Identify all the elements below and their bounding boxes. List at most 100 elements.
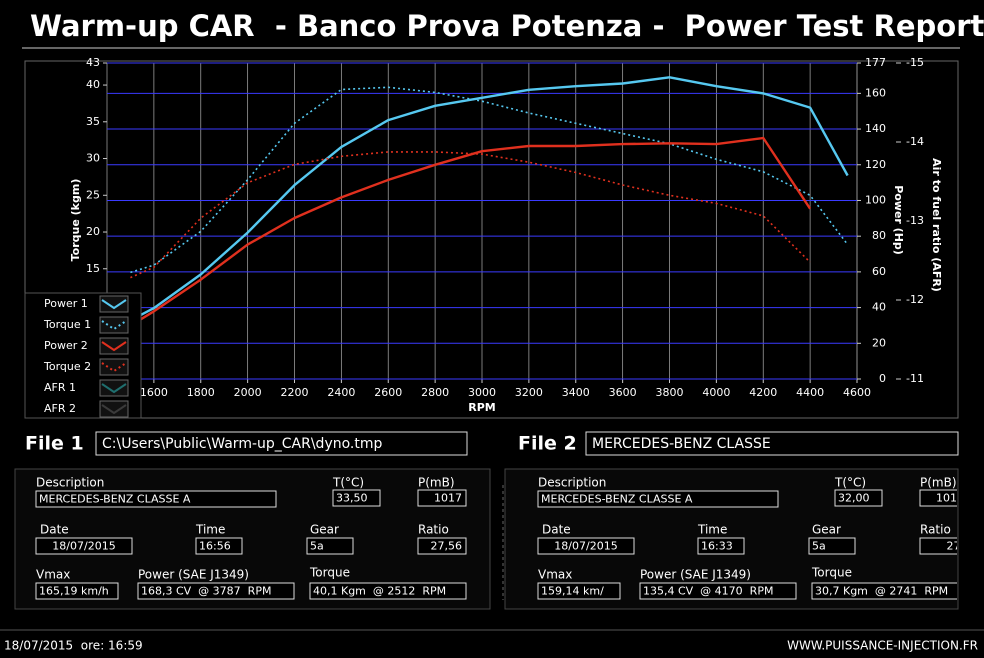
legend-label: Power 1 <box>44 297 88 310</box>
y3-tick-label: -14 <box>906 135 924 148</box>
x-tick-label: 3000 <box>468 386 496 399</box>
field-label: Time <box>195 523 225 537</box>
field-value: 18/07/2015 <box>52 540 115 553</box>
y2-axis-label: Power (Hp) <box>892 185 905 255</box>
files: File 1 C:\Users\Public\Warm-up_CAR\dyno.t… <box>25 431 959 456</box>
field-box <box>417 537 467 555</box>
file-label: File 2 <box>518 433 577 455</box>
field-value: 32,00 <box>838 492 870 505</box>
y2-tick-label: 40 <box>872 301 886 314</box>
legend-glyph <box>101 404 127 415</box>
field-label: Description <box>538 476 606 490</box>
y3-axis-label: Air to fuel ratio (AFR) <box>930 158 943 292</box>
field-label: T(°C) <box>834 476 866 490</box>
x-tick-label: 3400 <box>562 386 590 399</box>
field-label: Gear <box>812 523 841 537</box>
x-tick-label: 1600 <box>140 386 168 399</box>
field-label: Torque <box>309 566 350 580</box>
y-axis-label: Torque (kgm) <box>69 179 82 262</box>
x-tick-label: 3200 <box>515 386 543 399</box>
legend-glyph <box>101 299 127 310</box>
field-label: Vmax <box>36 568 70 582</box>
field-value: 30,7 Kgm @ 2741 RPM <box>815 585 948 598</box>
field-label: Power (SAE J1349) <box>138 568 249 582</box>
field-box <box>195 537 243 555</box>
field-value: 1017 <box>434 492 462 505</box>
y2-tick-label: 60 <box>872 265 886 278</box>
x-tick-label: 2800 <box>421 386 449 399</box>
field-box <box>35 582 119 600</box>
legend-swatch <box>99 295 129 313</box>
legend-swatch <box>99 316 129 334</box>
x-tick-label: 4000 <box>702 386 730 399</box>
field-label: Torque <box>811 566 852 580</box>
field-value: 5a <box>812 540 826 553</box>
legend-swatch <box>99 358 129 376</box>
field-label: Description <box>36 476 104 490</box>
y3-tick-label: -11 <box>906 372 924 385</box>
field-value: 135,4 CV @ 4170 RPM <box>643 585 773 598</box>
field-box <box>332 489 381 507</box>
legend-label: Torque 2 <box>43 360 91 373</box>
legend-swatch <box>99 337 129 355</box>
field-label: Ratio <box>418 523 449 537</box>
field-value: 40,1 Kgm @ 2512 RPM <box>313 585 446 598</box>
field-box <box>639 582 797 600</box>
field-value: 168,3 CV @ 3787 RPM <box>141 585 271 598</box>
chart: 1600 1800 2000 2200 2400 2600 2800 3000 3200 3400… <box>24 56 943 419</box>
y-tick-label: 30 <box>86 152 100 165</box>
field-box <box>697 537 745 555</box>
field-box <box>537 582 621 600</box>
series-line <box>129 136 812 327</box>
file-value: C:\Users\Public\Warm-up_CAR\dyno.tmp <box>102 436 383 452</box>
x-tick-label: 4600 <box>843 386 871 399</box>
y-tick-label: 25 <box>86 188 100 201</box>
legend-glyph <box>101 341 127 352</box>
field-box <box>808 537 856 555</box>
info-panel: Description MERCEDES-BENZ CLASSE A T(°C) 33… <box>35 476 467 600</box>
field-value: 16:56 <box>199 540 231 553</box>
field-label: Date <box>40 523 69 537</box>
field-box <box>137 582 295 600</box>
field-box <box>417 489 467 507</box>
file-label: File 1 <box>25 433 84 455</box>
field-box <box>811 582 957 600</box>
field-label: Ratio <box>920 523 951 537</box>
legend <box>24 292 142 419</box>
field-label: Vmax <box>538 568 572 582</box>
field-value: 33,50 <box>336 492 368 505</box>
y2-tick-label: 100 <box>865 193 886 206</box>
field-value: 27, <box>947 540 965 553</box>
y-tick-label: 40 <box>86 78 100 91</box>
legend-swatch <box>99 379 129 397</box>
x-tick-label: 2600 <box>374 386 402 399</box>
x-tick-label: 2000 <box>234 386 262 399</box>
field-value: 27,56 <box>431 540 463 553</box>
field-label: Date <box>542 523 571 537</box>
y-tick-label: 15 <box>86 262 100 275</box>
field-value: 5a <box>310 540 324 553</box>
x-tick-label: 1800 <box>187 386 215 399</box>
field-box <box>537 490 779 508</box>
x-tick-label: 3800 <box>656 386 684 399</box>
field-box <box>306 537 354 555</box>
field-value: 16:33 <box>701 540 733 553</box>
field-value: 1017 <box>936 492 964 505</box>
y-tick-label: 20 <box>86 225 100 238</box>
info-panel: Description MERCEDES-BENZ CLASSE A T(°C) 32… <box>537 476 965 600</box>
legend-label: AFR 1 <box>44 381 76 394</box>
field-value: MERCEDES-BENZ CLASSE A <box>541 493 693 506</box>
field-label: Gear <box>310 523 339 537</box>
page-title: Warm-up CAR - Banco Prova Potenza - Powe… <box>30 9 984 43</box>
field-box <box>35 537 133 555</box>
y2-tick-label: 177 <box>865 56 886 69</box>
field-box <box>35 490 277 508</box>
y2-tick-label: 160 <box>865 86 886 99</box>
y2-tick-label: 120 <box>865 158 886 171</box>
x-tick-label: 4200 <box>749 386 777 399</box>
field-value: 159,14 km/ <box>541 585 604 598</box>
field-label: T(°C) <box>332 476 364 490</box>
y2-tick-label: 20 <box>872 336 886 349</box>
field-label: Power (SAE J1349) <box>640 568 751 582</box>
